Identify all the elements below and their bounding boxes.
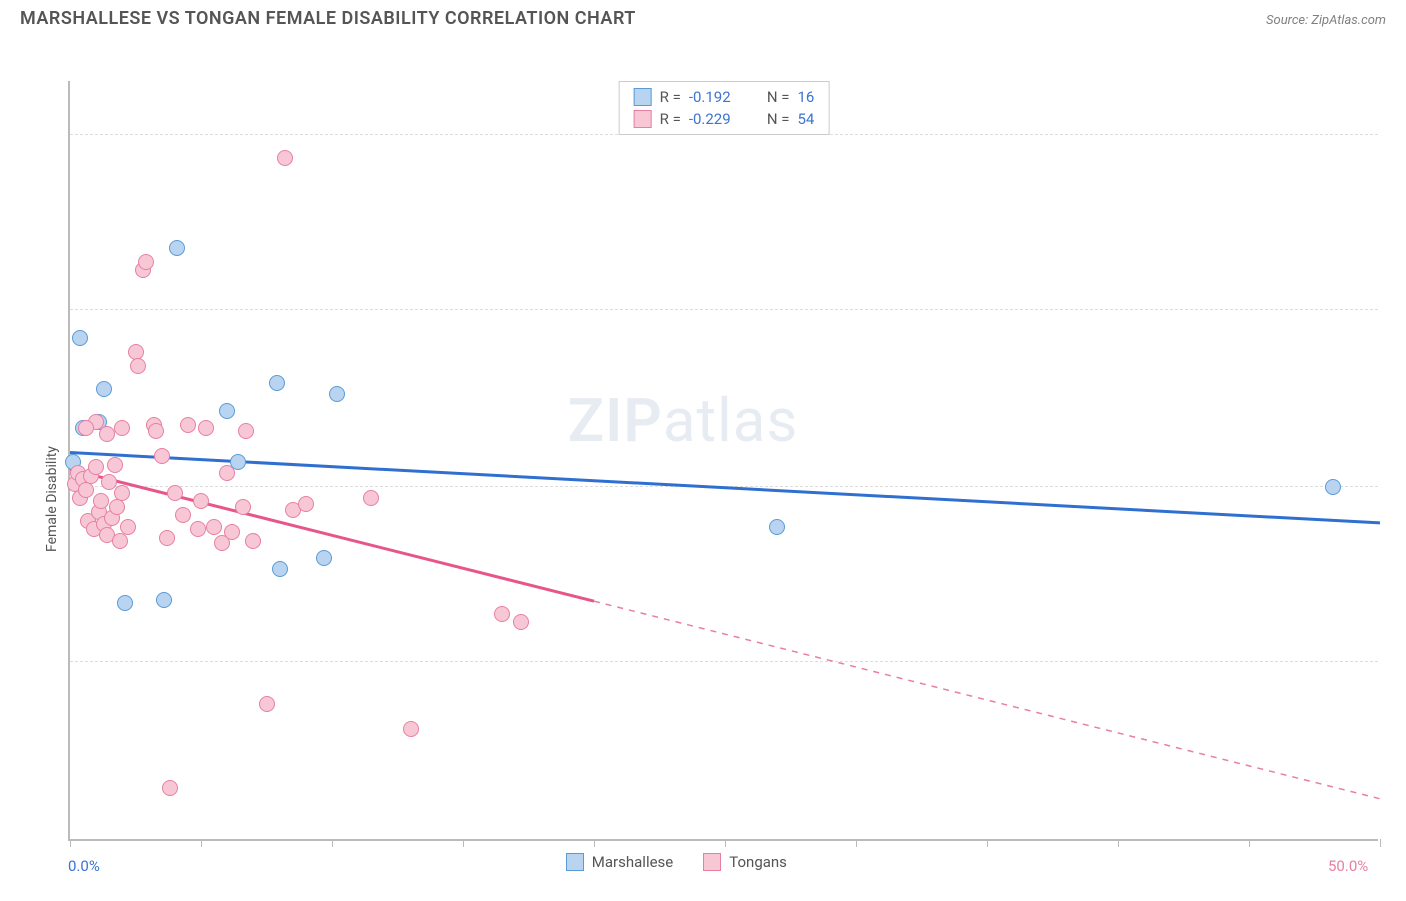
legend-swatch [566,853,584,871]
data-point [117,595,133,611]
data-point [363,490,379,506]
data-point [219,465,235,481]
x-tick [1249,839,1250,847]
data-point [114,485,130,501]
data-point [198,420,214,436]
grid-line [70,309,1378,310]
r-label: R = [660,88,681,106]
data-point [93,493,109,509]
data-point [224,524,240,540]
data-point [272,561,288,577]
y-axis-title: Female Disability [44,446,60,552]
y-tick-label: 12.5% [1388,460,1406,478]
data-point [259,696,275,712]
x-max-label: 50.0% [1328,857,1368,875]
data-point [238,423,254,439]
n-label: N = [767,110,790,128]
x-min-label: 0.0% [68,857,100,875]
chart-title: MARSHALLESE VS TONGAN FEMALE DISABILITY … [20,8,636,29]
chart-header: MARSHALLESE VS TONGAN FEMALE DISABILITY … [0,0,1406,33]
r-value: -0.192 [689,88,749,106]
data-point [112,533,128,549]
data-point [235,499,251,515]
data-point [513,614,529,630]
data-point [193,493,209,509]
data-point [72,330,88,346]
data-point [109,499,125,515]
data-point [154,448,170,464]
x-tick [594,839,595,847]
x-tick [463,839,464,847]
data-point [162,780,178,796]
data-point [78,482,94,498]
legend-swatch [703,853,721,871]
series-swatch [634,110,652,128]
n-value: 16 [797,88,814,106]
y-tick-label: 25.0% [1388,108,1406,126]
x-tick [725,839,726,847]
data-point [130,358,146,374]
y-tick-label: 6.3% [1388,635,1406,653]
data-point [180,417,196,433]
data-point [156,592,172,608]
trend-lines [70,81,1378,839]
data-point [1325,479,1341,495]
data-point [277,150,293,166]
legend-label: Marshallese [592,853,673,871]
data-point [190,521,206,537]
data-point [148,423,164,439]
data-point [316,550,332,566]
data-point [88,459,104,475]
plot-area: 6.3%12.5%18.8%25.0%ZIPatlasR = -0.192N =… [68,81,1378,841]
x-tick [987,839,988,847]
legend-item: Tongans [703,853,787,871]
n-label: N = [767,88,790,106]
data-point [769,519,785,535]
x-tick [1380,839,1381,847]
data-point [167,485,183,501]
data-point [269,375,285,391]
x-tick [70,839,71,847]
data-point [494,606,510,622]
data-point [138,254,154,270]
data-point [114,420,130,436]
series-swatch [634,88,652,106]
legend: Marshallese Tongans [566,853,787,871]
x-tick [1118,839,1119,847]
data-point [206,519,222,535]
data-point [245,533,261,549]
stats-row: R = -0.192 N = 16 [634,86,815,108]
data-point [107,457,123,473]
watermark: ZIPatlas [568,385,799,456]
data-point [219,403,235,419]
data-point [120,519,136,535]
stats-row: R = -0.229 N = 54 [634,108,815,130]
chart-source: Source: ZipAtlas.com [1266,13,1386,28]
grid-line [70,486,1378,487]
data-point [169,240,185,256]
chart-container: 6.3% 12.5% 18.8% 25.0% ZIPatlas R = -0.192 N =… [20,33,1406,901]
data-point [298,496,314,512]
n-value: 54 [797,110,814,128]
legend-label: Tongans [729,853,787,871]
r-label: R = [660,110,681,128]
data-point [403,721,419,737]
grid-line [70,661,1378,662]
y-tick-label: 18.8% [1388,283,1406,301]
x-tick [856,839,857,847]
data-point [96,381,112,397]
r-value: -0.229 [689,110,749,128]
legend-item: Marshallese [566,853,673,871]
x-tick [201,839,202,847]
x-tick [332,839,333,847]
data-point [78,420,94,436]
data-point [159,530,175,546]
data-point [99,426,115,442]
stats-box: R = -0.192 N = 16 R = -0.229 N = 54 [619,81,830,135]
data-point [175,507,191,523]
data-point [329,386,345,402]
